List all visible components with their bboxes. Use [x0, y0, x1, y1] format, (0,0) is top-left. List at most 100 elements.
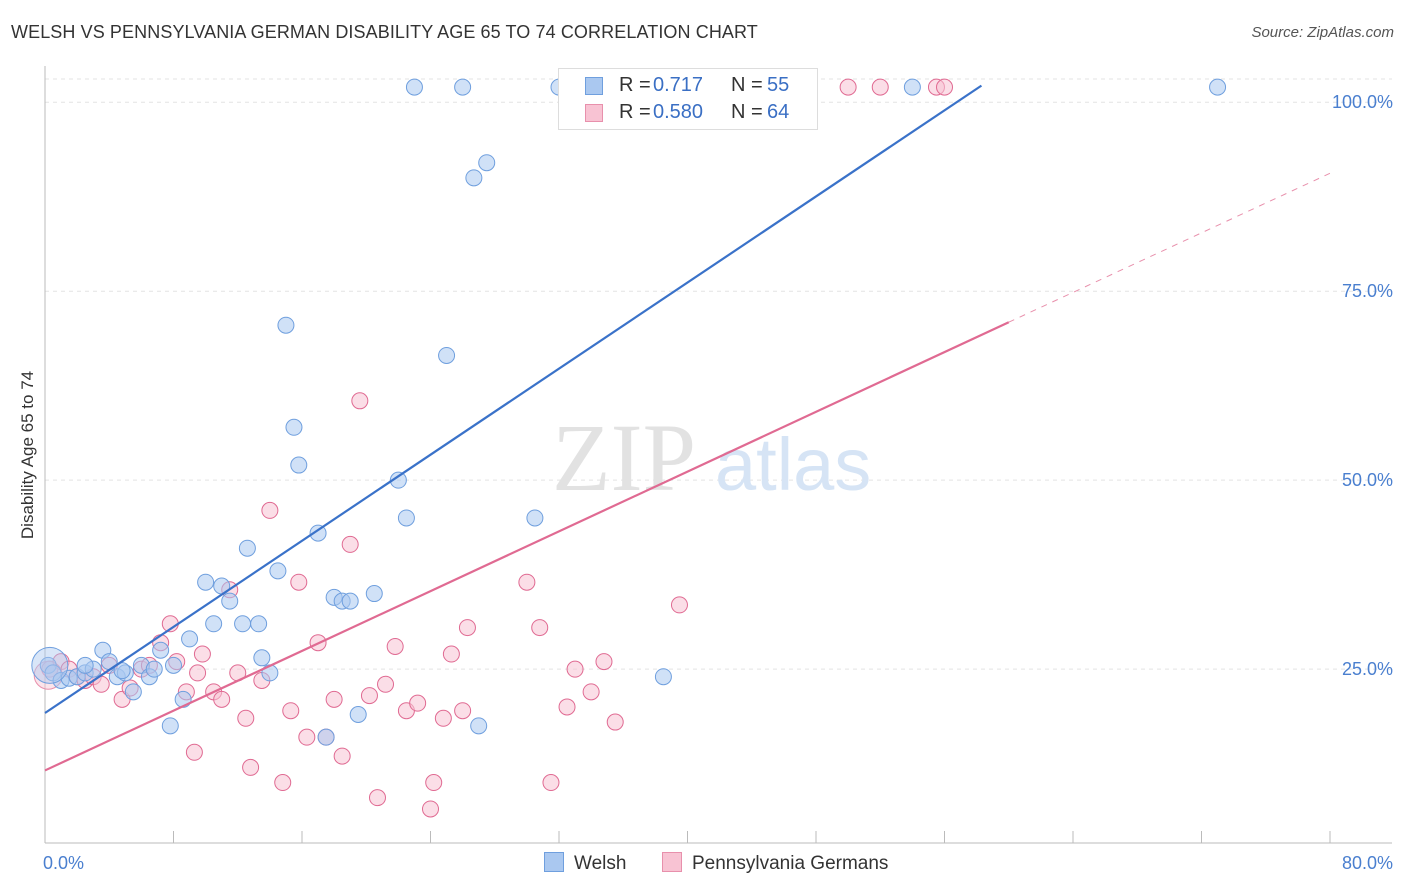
welsh-point	[438, 346, 456, 364]
trend-lines	[44, 84, 1331, 772]
welsh-n-value: 55	[767, 74, 790, 96]
pa-point	[458, 619, 476, 637]
pa-point	[325, 690, 343, 708]
pa-point	[341, 535, 359, 553]
y-tick-label: 25.0%	[1342, 659, 1393, 679]
pa-point	[839, 78, 857, 96]
pa-point	[670, 596, 688, 614]
pa-point	[542, 774, 560, 792]
correlation-legend: R = 0.717 N = 55 R = 0.580 N = 64	[558, 68, 818, 130]
welsh-point	[197, 573, 215, 591]
y-tick-label: 75.0%	[1342, 281, 1393, 301]
y-tick-label: 50.0%	[1342, 470, 1393, 490]
welsh-point	[152, 641, 170, 659]
pa-trend-line	[44, 321, 1010, 772]
welsh-points	[31, 78, 1227, 746]
pa-point	[189, 664, 207, 682]
welsh-point	[654, 668, 672, 686]
pa-point	[442, 645, 460, 663]
pa-point	[368, 789, 386, 807]
pa-point	[185, 743, 203, 761]
pa-point	[566, 660, 584, 678]
welsh-r-label: R =	[619, 74, 651, 96]
chart-title: WELSH VS PENNSYLVANIA GERMAN DISABILITY …	[11, 22, 758, 42]
grid-lines	[45, 78, 1392, 670]
legend-item-welsh: Welsh	[544, 852, 626, 875]
pa-point	[422, 800, 439, 818]
pa-n-value: 64	[767, 101, 790, 123]
welsh-legend-label: Welsh	[574, 853, 627, 874]
pa-r-value: 0.580	[653, 101, 704, 123]
welsh-point	[341, 592, 359, 610]
welsh-point	[365, 585, 383, 603]
pa-n-label: N =	[731, 101, 763, 123]
pa-trend-extension	[1008, 172, 1331, 323]
pa-point	[274, 774, 292, 792]
pa-point	[409, 694, 427, 712]
pa-point	[290, 573, 308, 591]
x-tick-label-min: 0.0%	[43, 853, 84, 873]
watermark-atlas: atlas	[715, 423, 871, 506]
pa-point	[582, 683, 600, 701]
welsh-point	[161, 717, 179, 735]
welsh-point	[221, 592, 239, 610]
pa-point	[333, 747, 351, 765]
source-label: Source: ZipAtlas.com	[1251, 24, 1394, 41]
welsh-point	[470, 717, 488, 735]
welsh-n-label: N =	[731, 74, 763, 96]
pa-point	[595, 653, 613, 671]
welsh-point	[290, 456, 308, 474]
welsh-point	[405, 78, 423, 96]
welsh-point	[181, 630, 199, 648]
pa-point	[360, 687, 378, 705]
pa-point	[425, 774, 443, 792]
axes	[44, 66, 1392, 844]
welsh-point	[253, 649, 271, 667]
y-axis-label: Disability Age 65 to 74	[18, 370, 37, 540]
tick-labels: 25.0% 50.0% 75.0% 100.0% 0.0% 80.0%	[43, 92, 1393, 873]
welsh-point	[465, 169, 483, 187]
pa-point	[242, 758, 260, 776]
welsh-point	[145, 660, 163, 678]
pa-point	[261, 501, 279, 519]
welsh-point	[165, 656, 182, 674]
x-tick-label-max: 80.0%	[1342, 853, 1393, 873]
pa-point	[237, 709, 255, 727]
legend-item-pa: Pennsylvania Germans	[662, 852, 888, 875]
pa-point	[871, 78, 889, 96]
welsh-point	[285, 418, 303, 436]
pa-point	[518, 573, 536, 591]
welsh-point	[349, 706, 367, 723]
welsh-point	[113, 662, 131, 680]
pa-point	[454, 702, 472, 720]
welsh-point	[250, 615, 268, 633]
y-tick-label: 100.0%	[1332, 92, 1393, 112]
welsh-point	[269, 562, 287, 580]
welsh-point	[389, 471, 407, 489]
welsh-point	[234, 615, 252, 633]
welsh-point	[205, 615, 223, 633]
welsh-swatch	[585, 77, 603, 95]
pa-legend-label: Pennsylvania Germans	[692, 853, 889, 874]
welsh-point	[317, 728, 335, 746]
welsh-cluster-point	[31, 646, 69, 684]
pa-point	[213, 690, 231, 708]
pa-point	[351, 392, 369, 410]
welsh-point	[76, 656, 94, 674]
pa-point	[936, 78, 953, 96]
pa-point	[434, 709, 452, 727]
pa-swatch	[585, 104, 603, 122]
pa-legend-swatch	[662, 852, 682, 872]
pa-point	[558, 698, 576, 716]
watermark: ZIP atlas	[552, 404, 871, 511]
welsh-point	[309, 524, 327, 542]
welsh-point	[903, 78, 921, 96]
pa-point	[298, 728, 316, 746]
welsh-r-value: 0.717	[653, 74, 704, 96]
pa-point	[531, 619, 549, 637]
welsh-point	[454, 78, 472, 96]
welsh-point	[277, 316, 295, 334]
welsh-point	[526, 509, 544, 527]
welsh-point	[397, 509, 415, 527]
